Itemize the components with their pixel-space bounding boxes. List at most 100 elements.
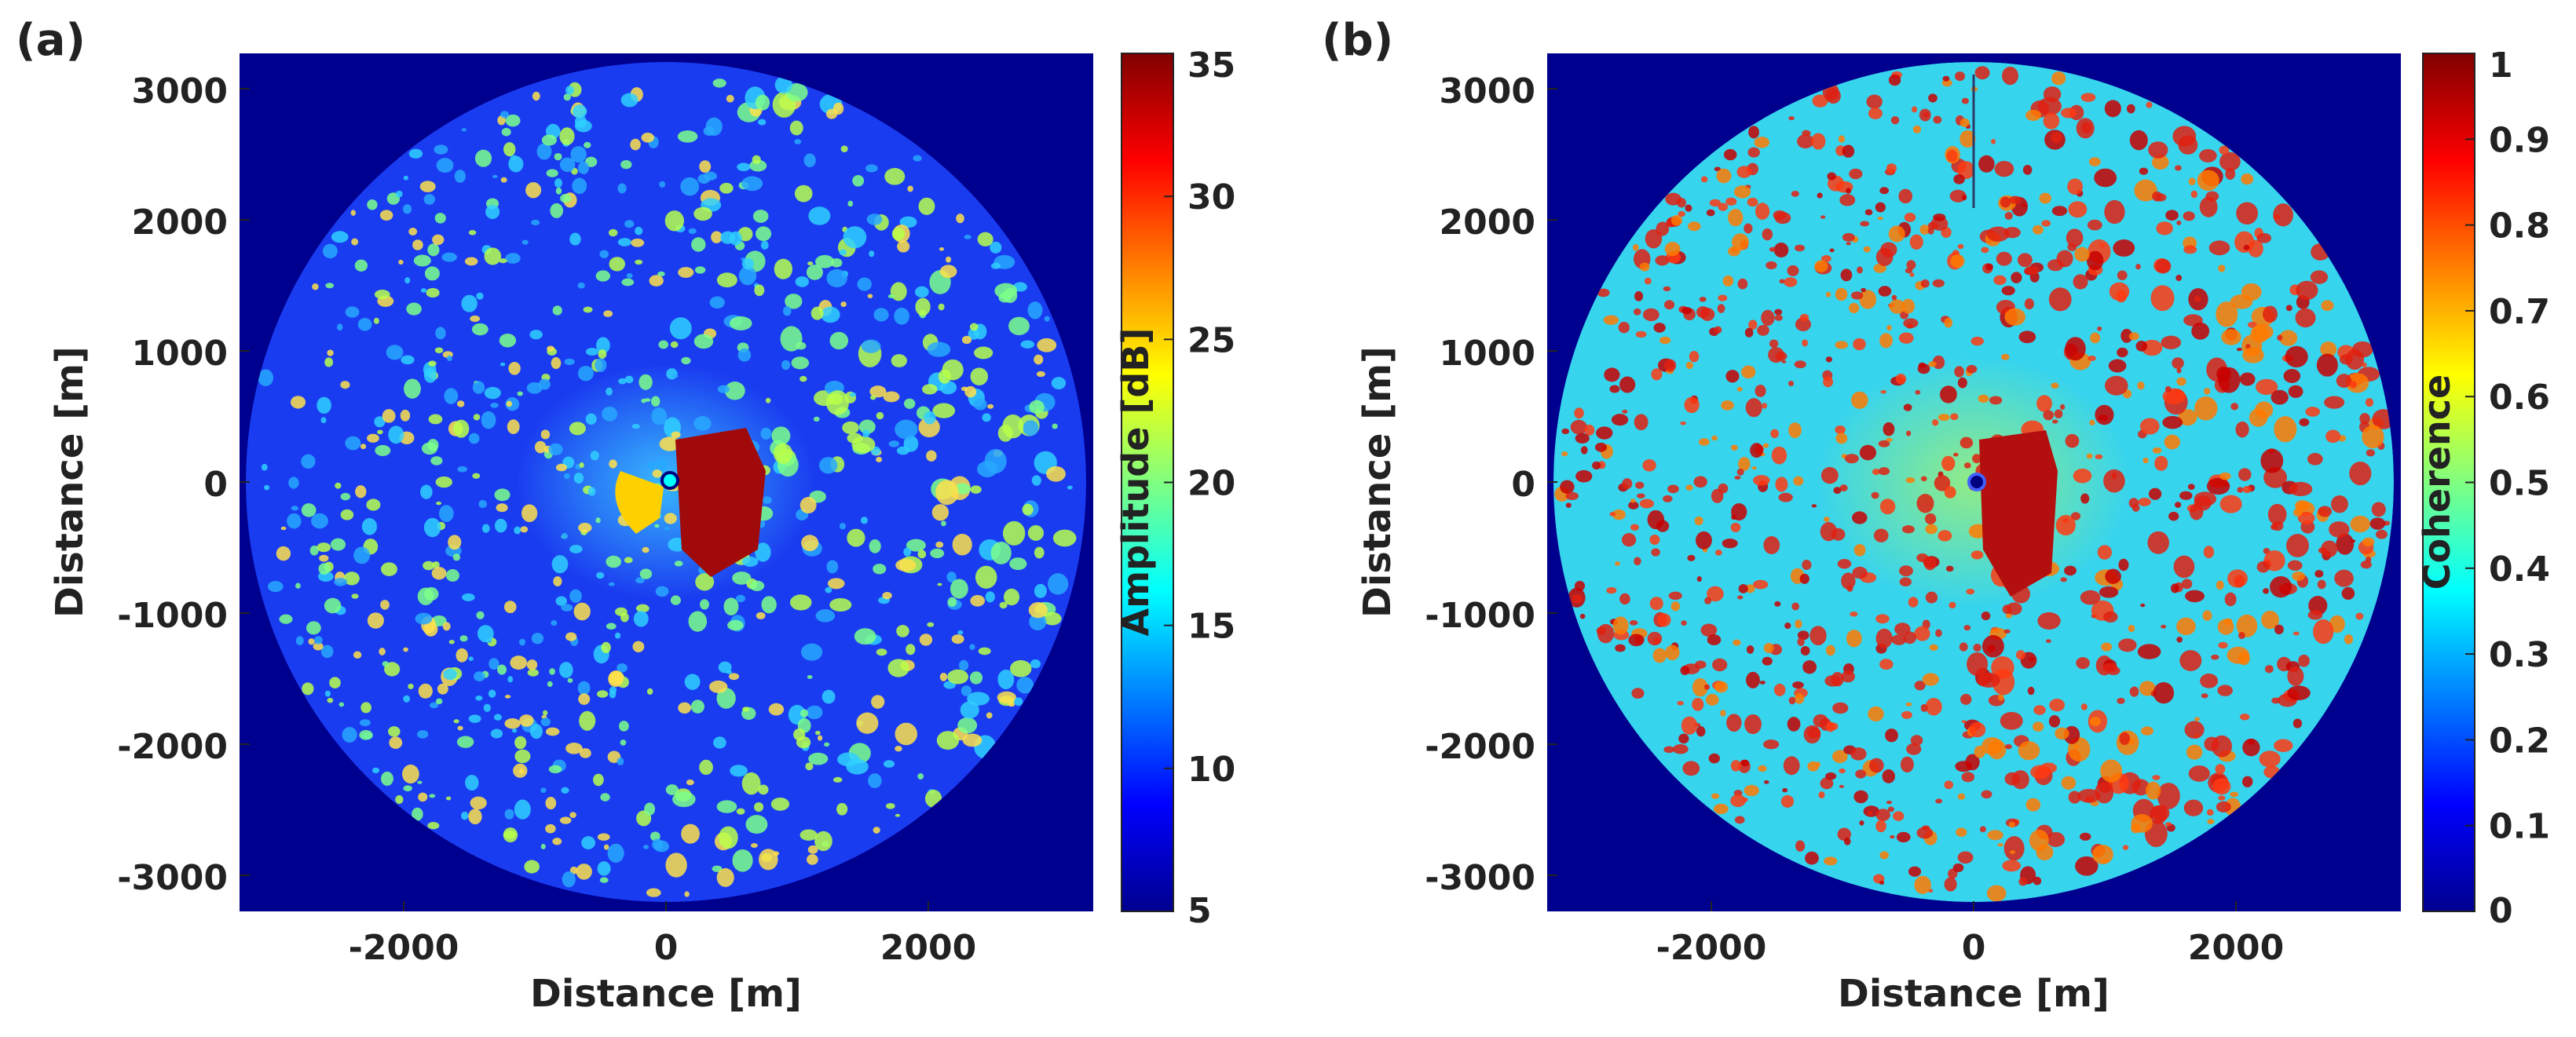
speckle-blob (2287, 666, 2304, 686)
speckle-blob (403, 695, 411, 703)
speckle-blob (1713, 803, 1729, 815)
speckle-blob (1835, 341, 1848, 349)
speckle-blob (573, 473, 584, 484)
speckle-blob (2075, 856, 2098, 876)
speckle-blob (1920, 476, 1927, 482)
speckle-blob (1879, 659, 1894, 670)
speckle-blob (1890, 834, 1895, 839)
speckle-blob (2336, 533, 2355, 555)
speckle-blob (1878, 440, 1890, 447)
speckle-blob (598, 349, 607, 360)
speckle-blob (1891, 634, 1907, 645)
speckle-blob (1644, 277, 1652, 285)
speckle-blob (895, 746, 902, 752)
speckle-blob (597, 861, 611, 876)
speckle-blob (1909, 272, 1915, 277)
speckle-blob (2066, 228, 2084, 247)
speckle-blob (1751, 466, 1757, 470)
speckle-blob (794, 184, 813, 203)
speckle-blob (1879, 187, 1890, 195)
speckle-blob (847, 528, 865, 547)
panel-a-colorbar-tick-label: 30 (1187, 177, 1235, 217)
speckle-blob (938, 303, 945, 311)
speckle-blob (2152, 805, 2170, 821)
speckle-blob (621, 278, 635, 287)
speckle-blob (927, 341, 951, 357)
speckle-blob (2219, 152, 2241, 171)
speckle-blob (2176, 220, 2182, 225)
speckle-blob (427, 438, 439, 451)
speckle-blob (2305, 407, 2321, 417)
speckle-blob (978, 647, 991, 655)
speckle-blob (500, 177, 507, 183)
speckle-blob (1925, 513, 1937, 525)
speckle-blob (2250, 324, 2269, 343)
speckle-blob (1925, 524, 1937, 535)
speckle-blob (805, 762, 814, 771)
speckle-blob (829, 598, 852, 612)
speckle-blob (408, 227, 418, 236)
speckle-blob (1941, 79, 1952, 87)
speckle-blob (1996, 251, 2012, 266)
speckle-blob (2113, 239, 2135, 257)
speckle-blob (261, 463, 268, 471)
speckle-blob (366, 498, 381, 511)
speckle-blob (2141, 726, 2154, 736)
panel-b-x-tick-label: -2000 (1656, 928, 1767, 968)
speckle-blob (957, 717, 978, 734)
speckle-blob (2097, 545, 2113, 560)
speckle-blob (569, 812, 576, 818)
speckle-blob (646, 688, 653, 696)
speckle-blob (1805, 851, 1819, 865)
speckle-blob (843, 226, 867, 249)
speckle-blob (644, 802, 656, 816)
speckle-blob (1009, 557, 1027, 571)
panel-a-colorbar-tick-label: 10 (1187, 750, 1235, 790)
speckle-blob (1831, 750, 1848, 764)
speckle-blob (1037, 338, 1057, 352)
speckle-blob (473, 414, 481, 421)
speckle-blob (456, 400, 465, 407)
speckle-blob (313, 636, 323, 644)
speckle-blob (1763, 739, 1780, 750)
speckle-blob (572, 177, 587, 195)
speckle-blob (962, 733, 982, 747)
speckle-blob (2248, 239, 2263, 257)
speckle-blob (741, 772, 761, 795)
speckle-blob (462, 593, 475, 601)
speckle-blob (1820, 215, 1826, 219)
speckle-blob (939, 247, 945, 251)
speckle-blob (1875, 202, 1886, 213)
speckle-blob (752, 155, 761, 164)
speckle-blob (2176, 617, 2196, 636)
speckle-blob (508, 361, 521, 375)
speckle-blob (360, 702, 371, 714)
speckle-blob (1969, 721, 1986, 738)
speckle-blob (1944, 317, 1953, 328)
speckle-blob (1733, 185, 1751, 199)
speckle-blob (402, 764, 419, 784)
speckle-blob (2375, 529, 2388, 539)
speckle-blob (569, 232, 581, 246)
speckle-blob (1898, 188, 1913, 204)
speckle-blob (1997, 694, 2004, 701)
speckle-blob (620, 93, 639, 108)
speckle-blob (1842, 144, 1855, 158)
speckle-blob (492, 174, 498, 179)
speckle-blob (1972, 454, 1981, 464)
speckle-blob (584, 141, 591, 148)
speckle-blob (2238, 652, 2250, 666)
speckle-blob (773, 851, 780, 856)
speckle-blob (1811, 504, 1817, 508)
speckle-blob (854, 628, 876, 645)
speckle-blob (1711, 793, 1720, 799)
speckle-blob (626, 272, 633, 279)
speckle-blob (1635, 330, 1647, 338)
speckle-blob (373, 317, 379, 324)
speckle-blob (1560, 480, 1575, 494)
speckle-blob (1841, 670, 1855, 683)
speckle-blob (1957, 851, 1974, 864)
speckle-blob (1029, 400, 1045, 414)
speckle-blob (741, 176, 763, 192)
speckle-blob (2218, 795, 2226, 801)
